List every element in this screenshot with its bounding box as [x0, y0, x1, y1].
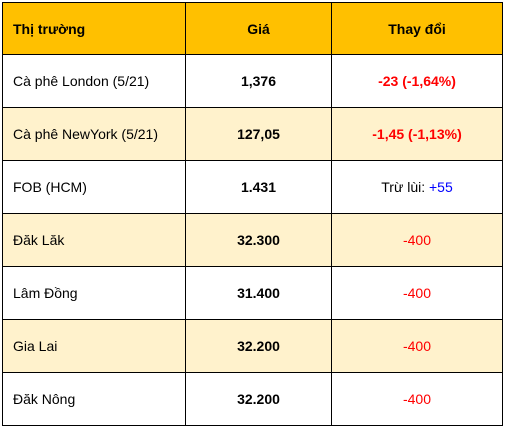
market-cell: Cà phê NewYork (5/21) [2, 107, 186, 161]
market-cell: Cà phê London (5/21) [2, 54, 186, 108]
header-change: Thay đổi [331, 2, 503, 55]
table-row: FOB (HCM) 1.431 Trừ lùi: +55 [2, 160, 503, 214]
market-cell: FOB (HCM) [2, 160, 186, 214]
change-cell: -400 [331, 372, 503, 426]
change-prefix: Trừ lùi: [381, 179, 429, 195]
change-value: -400 [402, 338, 432, 354]
market-cell: Đăk Lăk [2, 213, 186, 267]
price-cell: 31.400 [185, 266, 332, 320]
change-cell: -1,45 (-1,13%) [331, 107, 503, 161]
price-cell: 32.200 [185, 372, 332, 426]
change-value: -1,45 (-1,13%) [372, 126, 462, 142]
table-row: Đăk Lăk 32.300 -400 [2, 213, 503, 267]
header-price: Giá [185, 2, 332, 55]
change-value: -400 [402, 391, 432, 407]
change-cell: -400 [331, 319, 503, 373]
change-value: -400 [402, 232, 432, 248]
table-row: Cà phê NewYork (5/21) 127,05 -1,45 (-1,1… [2, 107, 503, 161]
coffee-price-table: Thị trường Giá Thay đổi Cà phê London (5… [2, 2, 503, 426]
price-cell: 1.431 [185, 160, 332, 214]
price-cell: 32.300 [185, 213, 332, 267]
change-value: +55 [429, 179, 453, 195]
price-cell: 32.200 [185, 319, 332, 373]
table-row: Cà phê London (5/21) 1,376 -23 (-1,64%) [2, 54, 503, 108]
change-cell: -400 [331, 266, 503, 320]
change-cell: Trừ lùi: +55 [331, 160, 503, 214]
header-market: Thị trường [2, 2, 186, 55]
change-value: -400 [402, 285, 432, 301]
table-row: Lâm Đồng 31.400 -400 [2, 266, 503, 320]
market-cell: Đăk Nông [2, 372, 186, 426]
table-row: Đăk Nông 32.200 -400 [2, 372, 503, 426]
change-cell: -400 [331, 213, 503, 267]
change-value: -23 (-1,64%) [378, 73, 456, 89]
price-cell: 1,376 [185, 54, 332, 108]
change-cell: -23 (-1,64%) [331, 54, 503, 108]
table-row: Gia Lai 32.200 -400 [2, 319, 503, 373]
market-cell: Gia Lai [2, 319, 186, 373]
header-row: Thị trường Giá Thay đổi [2, 2, 503, 55]
price-cell: 127,05 [185, 107, 332, 161]
market-cell: Lâm Đồng [2, 266, 186, 320]
